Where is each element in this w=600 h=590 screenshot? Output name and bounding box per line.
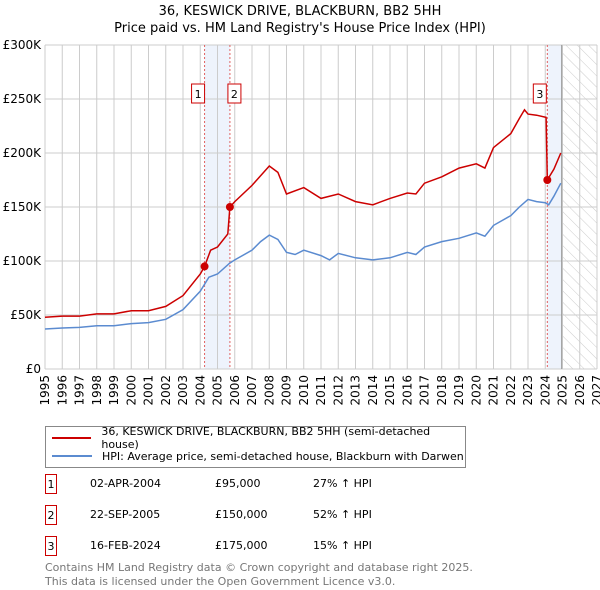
- chart-subtitle: Price paid vs. HM Land Registry's House …: [114, 21, 486, 36]
- x-tick-label: 2007: [245, 375, 259, 406]
- sale-label-box: [532, 83, 547, 104]
- y-tick-label: £150K: [3, 200, 43, 214]
- sale-date: 22-SEP-2005: [90, 508, 161, 521]
- chart-title: 36, KESWICK DRIVE, BLACKBURN, BB2 5HH: [158, 4, 442, 19]
- x-tick-label: 2014: [366, 375, 380, 406]
- x-tick-label: 2023: [521, 375, 535, 406]
- x-tick-label: 2012: [331, 375, 345, 406]
- x-tick-label: 2024: [538, 375, 552, 406]
- x-tick-label: 2020: [469, 375, 483, 406]
- property-price-line: [44, 108, 562, 318]
- y-tick-label: £200K: [3, 146, 43, 160]
- x-tick-label: 2022: [504, 375, 518, 406]
- x-tick-label: 2015: [383, 375, 397, 406]
- x-tick-label: 2003: [176, 375, 190, 406]
- sale-number: 1: [45, 474, 57, 494]
- x-tick-label: 1996: [55, 375, 69, 406]
- sale-date: 02-APR-2004: [90, 477, 162, 490]
- x-tick-label: 2025: [556, 375, 570, 406]
- footer-line: Contains HM Land Registry data © Crown c…: [45, 561, 473, 574]
- x-tick-label: 2001: [142, 375, 156, 406]
- x-tick-label: 2011: [314, 375, 328, 406]
- sale-hpi: 52% ↑ HPI: [313, 508, 372, 521]
- x-tick-label: 1995: [38, 375, 52, 406]
- sale-label: 3: [536, 88, 543, 101]
- y-tick-label: £50K: [10, 308, 42, 322]
- hpi-line: [44, 182, 562, 330]
- x-tick-label: 2018: [435, 375, 449, 406]
- sale-row: 3 16-FEB-2024 £175,000 15% ↑ HPI: [45, 536, 445, 556]
- x-tick-label: 2010: [297, 375, 311, 406]
- legend: 36, KESWICK DRIVE, BLACKBURN, BB2 5HH (s…: [45, 425, 466, 468]
- x-tick-label: 2027: [590, 375, 600, 406]
- legend-label-hpi: HPI: Average price, semi-detached house,…: [102, 449, 464, 463]
- footer-line: This data is licensed under the Open Gov…: [45, 575, 396, 588]
- x-tick-label: 2004: [193, 375, 207, 406]
- x-tick-label: 2000: [124, 375, 138, 406]
- sale-label: 1: [195, 88, 202, 101]
- plot-area: 1995 1996 1997 1998 1999 2000 2001 2002 2003 2004…: [3, 38, 600, 406]
- x-tick-label: 2008: [262, 375, 276, 406]
- sale-hpi: 27% ↑ HPI: [313, 477, 372, 490]
- sale-label-box: [191, 83, 206, 104]
- legend-swatch-property: [52, 437, 92, 439]
- sale-number: 3: [45, 536, 57, 556]
- sale-label: 2: [231, 88, 238, 101]
- sale-point: [225, 203, 234, 211]
- x-tick-label: 2016: [400, 375, 414, 406]
- sale-row: 2 22-SEP-2005 £150,000 52% ↑ HPI: [45, 505, 445, 525]
- sale-date: 16-FEB-2024: [90, 539, 161, 552]
- sale-point: [200, 262, 209, 271]
- sale-label-box: [227, 83, 242, 104]
- x-tick-label: 2026: [573, 375, 587, 406]
- x-tick-label: 1999: [107, 375, 121, 406]
- x-tick-label: 2017: [418, 375, 432, 406]
- x-tick-label: 2006: [228, 375, 242, 406]
- legend-swatch-hpi: [52, 455, 92, 457]
- x-tick-label: 2021: [487, 375, 501, 406]
- legend-label-property: 36, KESWICK DRIVE, BLACKBURN, BB2 5HH (s…: [101, 425, 431, 451]
- sale-price: £150,000: [215, 508, 268, 521]
- y-tick-label: £0: [26, 362, 41, 376]
- x-tick-label: 2002: [159, 375, 173, 406]
- x-tick-label: 2009: [280, 375, 294, 406]
- y-tick-label: £250K: [3, 92, 43, 106]
- sale-price: £175,000: [215, 539, 268, 552]
- sale-hpi: 15% ↑ HPI: [313, 539, 372, 552]
- x-tick-label: 2013: [349, 375, 363, 406]
- sale-point: [543, 176, 552, 184]
- x-tick-label: 1998: [90, 375, 104, 406]
- y-tick-label: £100K: [3, 254, 43, 268]
- sale-price: £95,000: [215, 477, 261, 490]
- y-tick-label: £300K: [3, 38, 43, 52]
- x-tick-label: 2019: [452, 375, 466, 406]
- x-tick-label: 2005: [211, 375, 225, 406]
- x-tick-label: 1997: [73, 375, 87, 406]
- sale-row: 1 02-APR-2004 £95,000 27% ↑ HPI: [45, 474, 445, 494]
- sale-number: 2: [45, 505, 57, 525]
